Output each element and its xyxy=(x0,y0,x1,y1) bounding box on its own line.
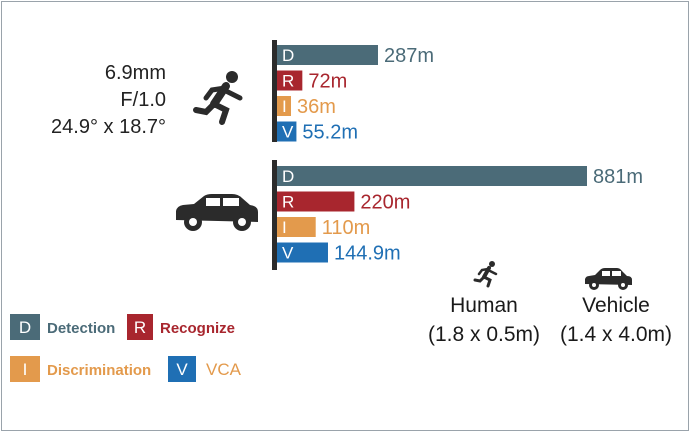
legend-letter: R xyxy=(134,318,146,337)
legend-item-discrimination: I Discrimination xyxy=(10,356,151,382)
lens-focal-length: 6.9mm xyxy=(105,62,166,84)
legend-item-detection: D Detection xyxy=(10,314,115,340)
legend-letter: D xyxy=(19,318,31,337)
legend-label: Detection xyxy=(47,320,115,337)
bar-vehicle-vca xyxy=(277,242,328,263)
bar-human-discrimination xyxy=(277,96,291,116)
target-reference: Human (1.8 x 0.5m) Vehicle (1.4 x 4.0m) xyxy=(428,261,672,346)
legend-item-recognize: R Recognize xyxy=(127,314,235,340)
bar-vehicle-detection xyxy=(277,166,587,186)
reference-human-size: (1.8 x 0.5m) xyxy=(428,323,540,346)
reference-vehicle-size: (1.4 x 4.0m) xyxy=(560,323,672,346)
bar-human-recognize xyxy=(277,70,303,91)
lens-aperture: F/1.0 xyxy=(120,89,166,111)
running-person-icon xyxy=(193,71,243,125)
bar-value-label-human-discrimination: 36m xyxy=(297,96,336,118)
legend-swatch xyxy=(10,356,40,382)
bar-vehicle-recognize xyxy=(277,191,355,212)
bar-value-label-human-vca: 55.2m xyxy=(302,122,358,144)
bar-value-label-human-recognize: 72m xyxy=(308,71,347,93)
legend-label: Discrimination xyxy=(47,362,151,379)
bar-value-label-vehicle-detection: 881m xyxy=(593,166,643,188)
bar-value-label-vehicle-discrimination: 110m xyxy=(322,217,371,239)
bar-human-detection xyxy=(277,45,378,65)
legend-letter: V xyxy=(176,360,188,379)
bar-letter-human-vca: V xyxy=(282,123,294,142)
bar-letter-vehicle-vca: V xyxy=(282,244,294,263)
bar-human-vca xyxy=(277,121,297,142)
bar-letter-human-recognize: R xyxy=(282,72,294,91)
reference-human-label: Human xyxy=(450,294,518,317)
bar-letter-vehicle-discrimination: I xyxy=(282,218,287,237)
legend-item-vca: V VCA xyxy=(168,356,242,382)
legend-swatch xyxy=(127,314,153,340)
bar-vehicle-discrimination xyxy=(277,217,316,237)
legend-swatch xyxy=(10,314,40,340)
legend: D Detection R Recognize I Discrimination… xyxy=(10,314,242,382)
bar-letter-vehicle-recognize: R xyxy=(282,193,294,212)
bar-letter-vehicle-detection: D xyxy=(282,167,294,186)
reference-vehicle-label: Vehicle xyxy=(582,294,650,317)
legend-label: VCA xyxy=(206,360,242,379)
bar-value-label-human-detection: 287m xyxy=(384,45,434,67)
lens-specs: 6.9mm F/1.0 24.9° x 18.7° xyxy=(51,62,166,138)
bar-letter-human-discrimination: I xyxy=(282,97,287,116)
lens-fov: 24.9° x 18.7° xyxy=(51,116,166,138)
bar-value-label-vehicle-recognize: 220m xyxy=(360,192,410,214)
bar-value-label-vehicle-vca: 144.9m xyxy=(334,243,401,265)
legend-letter: I xyxy=(23,360,28,379)
car-icon xyxy=(176,194,258,231)
small-car-icon xyxy=(585,268,632,290)
legend-swatch xyxy=(168,356,196,382)
bar-letter-human-detection: D xyxy=(282,46,294,65)
axis-line-vehicle xyxy=(272,160,277,270)
small-running-person-icon xyxy=(473,261,498,288)
axis-line-human xyxy=(272,40,277,142)
legend-label: Recognize xyxy=(160,320,235,337)
